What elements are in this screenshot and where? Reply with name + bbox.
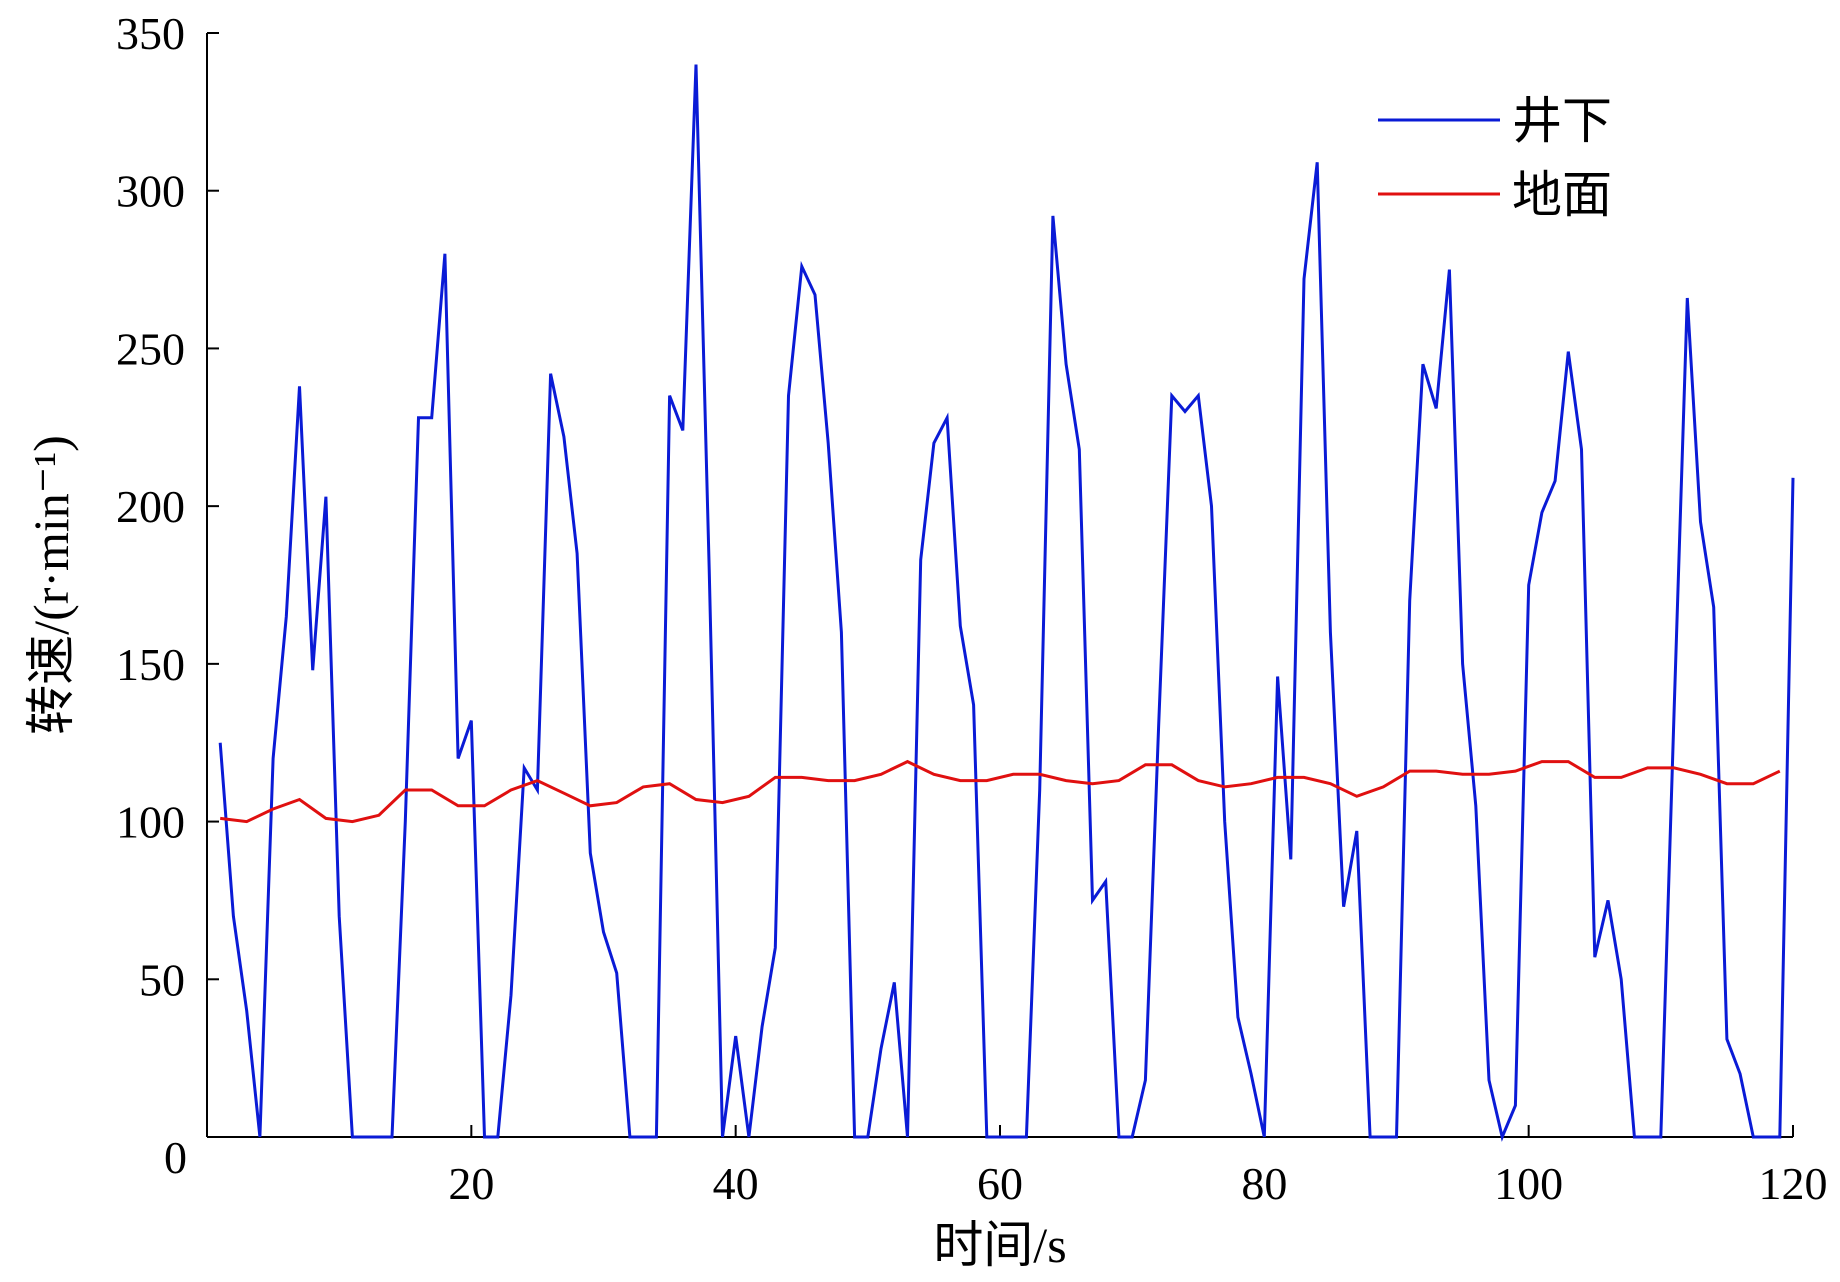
y-tick-label: 100 bbox=[116, 797, 185, 848]
y-tick-label: 150 bbox=[116, 639, 185, 690]
x-tick-label: 100 bbox=[1494, 1158, 1563, 1209]
axes: 50 100 150 200 250 300 350 20 40 60 80 100 120 0 时间/s 转… bbox=[23, 8, 1828, 1273]
series-layer bbox=[218, 64, 1795, 1142]
y-tick-label: 50 bbox=[139, 954, 185, 1005]
x-tick-label: 60 bbox=[977, 1158, 1023, 1209]
y-tick-label: 300 bbox=[116, 166, 185, 217]
series-line-downhole bbox=[218, 64, 1795, 1142]
y-tick-label: 350 bbox=[116, 8, 185, 59]
legend-label: 地面 bbox=[1512, 167, 1612, 223]
y-axis-title: 转速/(r·min⁻¹) bbox=[23, 435, 79, 735]
x-axis-title: 时间/s bbox=[933, 1217, 1066, 1273]
legend-label: 井下 bbox=[1512, 93, 1612, 149]
x-tick-label: 40 bbox=[713, 1158, 759, 1209]
x-tick-label: 20 bbox=[448, 1158, 494, 1209]
y-tick-label: 200 bbox=[116, 481, 185, 532]
x-tick-label: 120 bbox=[1759, 1158, 1828, 1209]
series-line-surface bbox=[220, 759, 1781, 824]
x-tick-label: 80 bbox=[1241, 1158, 1287, 1209]
origin-tick-label: 0 bbox=[164, 1132, 187, 1183]
y-tick-label: 250 bbox=[116, 323, 185, 374]
